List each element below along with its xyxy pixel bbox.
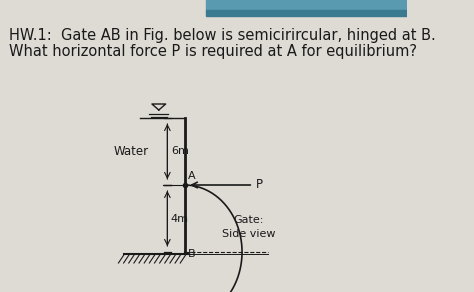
Text: B: B	[188, 249, 196, 259]
Text: Water: Water	[113, 145, 148, 158]
Text: Gate:: Gate:	[234, 215, 264, 225]
Text: 6m: 6m	[171, 147, 189, 157]
Bar	[206, 0, 407, 10]
Text: A: A	[188, 171, 196, 181]
Text: 4m: 4m	[171, 213, 189, 223]
Bar	[206, 10, 407, 16]
Text: HW.1:  Gate AB in Fig. below is semicirircular, hinged at B.: HW.1: Gate AB in Fig. below is semicirir…	[9, 28, 435, 43]
Text: P: P	[256, 178, 263, 190]
Text: What horizontal force P is required at A for equilibrium?: What horizontal force P is required at A…	[9, 44, 417, 59]
Text: Side view: Side view	[222, 229, 276, 239]
